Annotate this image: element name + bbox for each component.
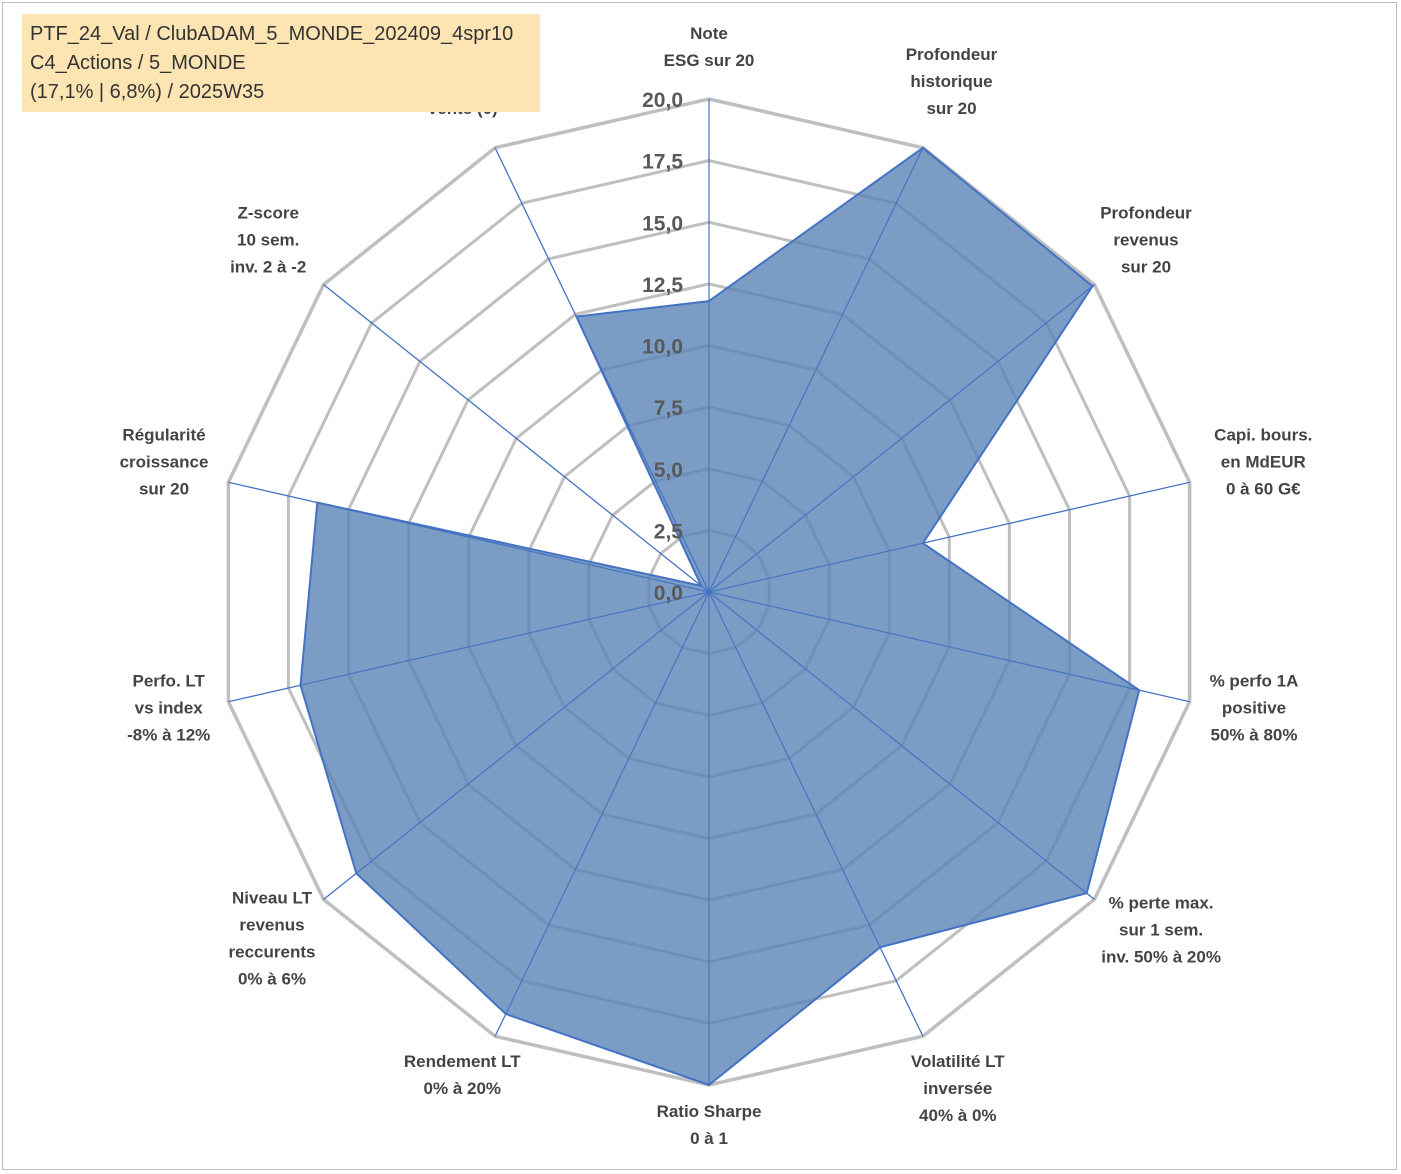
tick-label-3: 7,5	[654, 397, 684, 420]
axis-label-9-line-3: 0% à 6%	[238, 970, 306, 989]
axis-label-10-line-1: vs index	[135, 699, 204, 718]
axis-label-6-line-2: 40% à 0%	[919, 1106, 997, 1125]
spoke-overlay-10	[228, 591, 710, 703]
axis-label-7-line-0: Ratio Sharpe	[657, 1102, 762, 1121]
axis-label-11-line-2: sur 20	[139, 479, 189, 498]
axis-label-3-line-2: 0 à 60 G€	[1226, 479, 1301, 498]
axis-label-10-line-0: Perfo. LT	[132, 672, 205, 691]
axis-label-5-line-0: % perte max.	[1109, 894, 1214, 913]
spoke-overlay-2	[708, 284, 1095, 593]
tick-label-0: 0,0	[654, 582, 683, 605]
axis-label-7-line-1: 0 à 1	[690, 1129, 728, 1148]
axis-label-5-line-1: sur 1 sem.	[1119, 921, 1203, 940]
axis-label-3-line-0: Capi. bours.	[1214, 425, 1312, 444]
axis-label-10: Perfo. LT vs index -8% à 12%	[127, 672, 210, 745]
axis-label-11: Régularité croissance sur 20	[120, 425, 209, 498]
axis-label-4: % perfo 1A positive 50% à 80%	[1210, 672, 1299, 745]
axis-label-7: Ratio Sharpe 0 à 1	[657, 1102, 762, 1148]
axis-label-4-line-1: positive	[1222, 699, 1286, 718]
axis-label-12-line-1: 10 sem.	[237, 230, 299, 249]
axis-label-10-line-2: -8% à 12%	[127, 726, 210, 745]
axis-label-8-line-0: Rendement LT	[404, 1052, 521, 1071]
spoke-overlay-13	[494, 147, 710, 593]
spoke-overlay-8	[494, 591, 710, 1037]
portfolio-name: PTF_24_Val / ClubADAM_5_MONDE_202409_4sp…	[30, 23, 514, 45]
axis-label-9-line-1: revenus	[239, 916, 304, 935]
axis-label-6-line-0: Volatilité LT	[911, 1052, 1005, 1071]
spoke-overlay-3	[708, 481, 1190, 593]
axis-label-6: Volatilité LT inversée 40% à 0%	[911, 1052, 1005, 1125]
axis-label-5: % perte max. sur 1 sem. inv. 50% à 20%	[1101, 894, 1221, 967]
axis-label-2-line-0: Profondeur	[1100, 203, 1192, 222]
axis-label-4-line-2: 50% à 80%	[1211, 726, 1298, 745]
portfolio-stats: (17,1% | 6,8%) / 2025W35	[30, 81, 265, 103]
spoke-overlay-12	[323, 284, 710, 593]
axis-label-12: Z-score 10 sem. inv. 2 à -2	[230, 203, 306, 276]
tick-label-1: 2,5	[654, 520, 684, 543]
axis-label-9-line-0: Niveau LT	[232, 889, 313, 908]
axis-label-1-line-1: historique	[910, 72, 992, 91]
tick-label-2: 5,0	[654, 459, 683, 482]
series-area	[299, 146, 1141, 1087]
spoke-overlay-11	[228, 481, 710, 593]
axis-label-1: Profondeur historique sur 20	[906, 45, 998, 118]
axis-label-2-line-1: revenus	[1113, 230, 1178, 249]
axis-label-5-line-2: inv. 50% à 20%	[1101, 948, 1221, 967]
tick-label-7: 17,5	[642, 151, 683, 174]
axis-label-11-line-0: Régularité	[122, 425, 205, 444]
axis-label-0: Note ESG sur 20	[664, 24, 755, 70]
axis-label-0-line-0: Note	[690, 24, 728, 43]
tick-label-5: 12,5	[642, 274, 683, 297]
axis-label-2-line-2: sur 20	[1121, 257, 1171, 276]
tick-label-4: 10,0	[642, 336, 683, 359]
axis-label-11-line-1: croissance	[120, 452, 209, 471]
spoke-overlay-9	[323, 591, 710, 900]
axis-label-9: Niveau LT revenus reccurents 0% à 6%	[229, 889, 316, 989]
axis-label-2: Profondeur revenus sur 20	[1100, 203, 1192, 276]
axis-label-3-line-1: en MdEUR	[1221, 452, 1306, 471]
portfolio-info-box: PTF_24_Val / ClubADAM_5_MONDE_202409_4sp…	[22, 14, 540, 112]
spoke-overlay-1	[708, 147, 924, 593]
portfolio-category: C4_Actions / 5_MONDE	[30, 52, 246, 74]
axis-label-8: Rendement LT 0% à 20%	[404, 1052, 521, 1098]
tick-label-6: 15,0	[642, 212, 683, 235]
radial-tick-labels: 0,0 2,5 5,0 7,5 10,0 12,5 15,0 17,5 20,0	[642, 89, 683, 605]
spoke-overlay-5	[708, 591, 1095, 900]
axis-label-8-line-1: 0% à 20%	[424, 1079, 502, 1098]
spoke-overlay-6	[708, 591, 924, 1037]
axis-label-1-line-0: Profondeur	[906, 45, 998, 64]
axis-label-0-line-1: ESG sur 20	[664, 51, 755, 70]
tick-label-8: 20,0	[642, 89, 683, 112]
axis-label-1-line-2: sur 20	[926, 99, 976, 118]
axis-label-12-line-0: Z-score	[237, 203, 298, 222]
axis-label-12-line-2: inv. 2 à -2	[230, 257, 306, 276]
axis-label-4-line-0: % perfo 1A	[1210, 672, 1299, 691]
spoke-overlay-4	[708, 591, 1190, 703]
axis-label-9-line-2: reccurents	[229, 943, 316, 962]
axis-label-3: Capi. bours. en MdEUR 0 à 60 G€	[1214, 425, 1312, 498]
axis-label-6-line-1: inversée	[923, 1079, 992, 1098]
radar-series	[228, 99, 1190, 1087]
